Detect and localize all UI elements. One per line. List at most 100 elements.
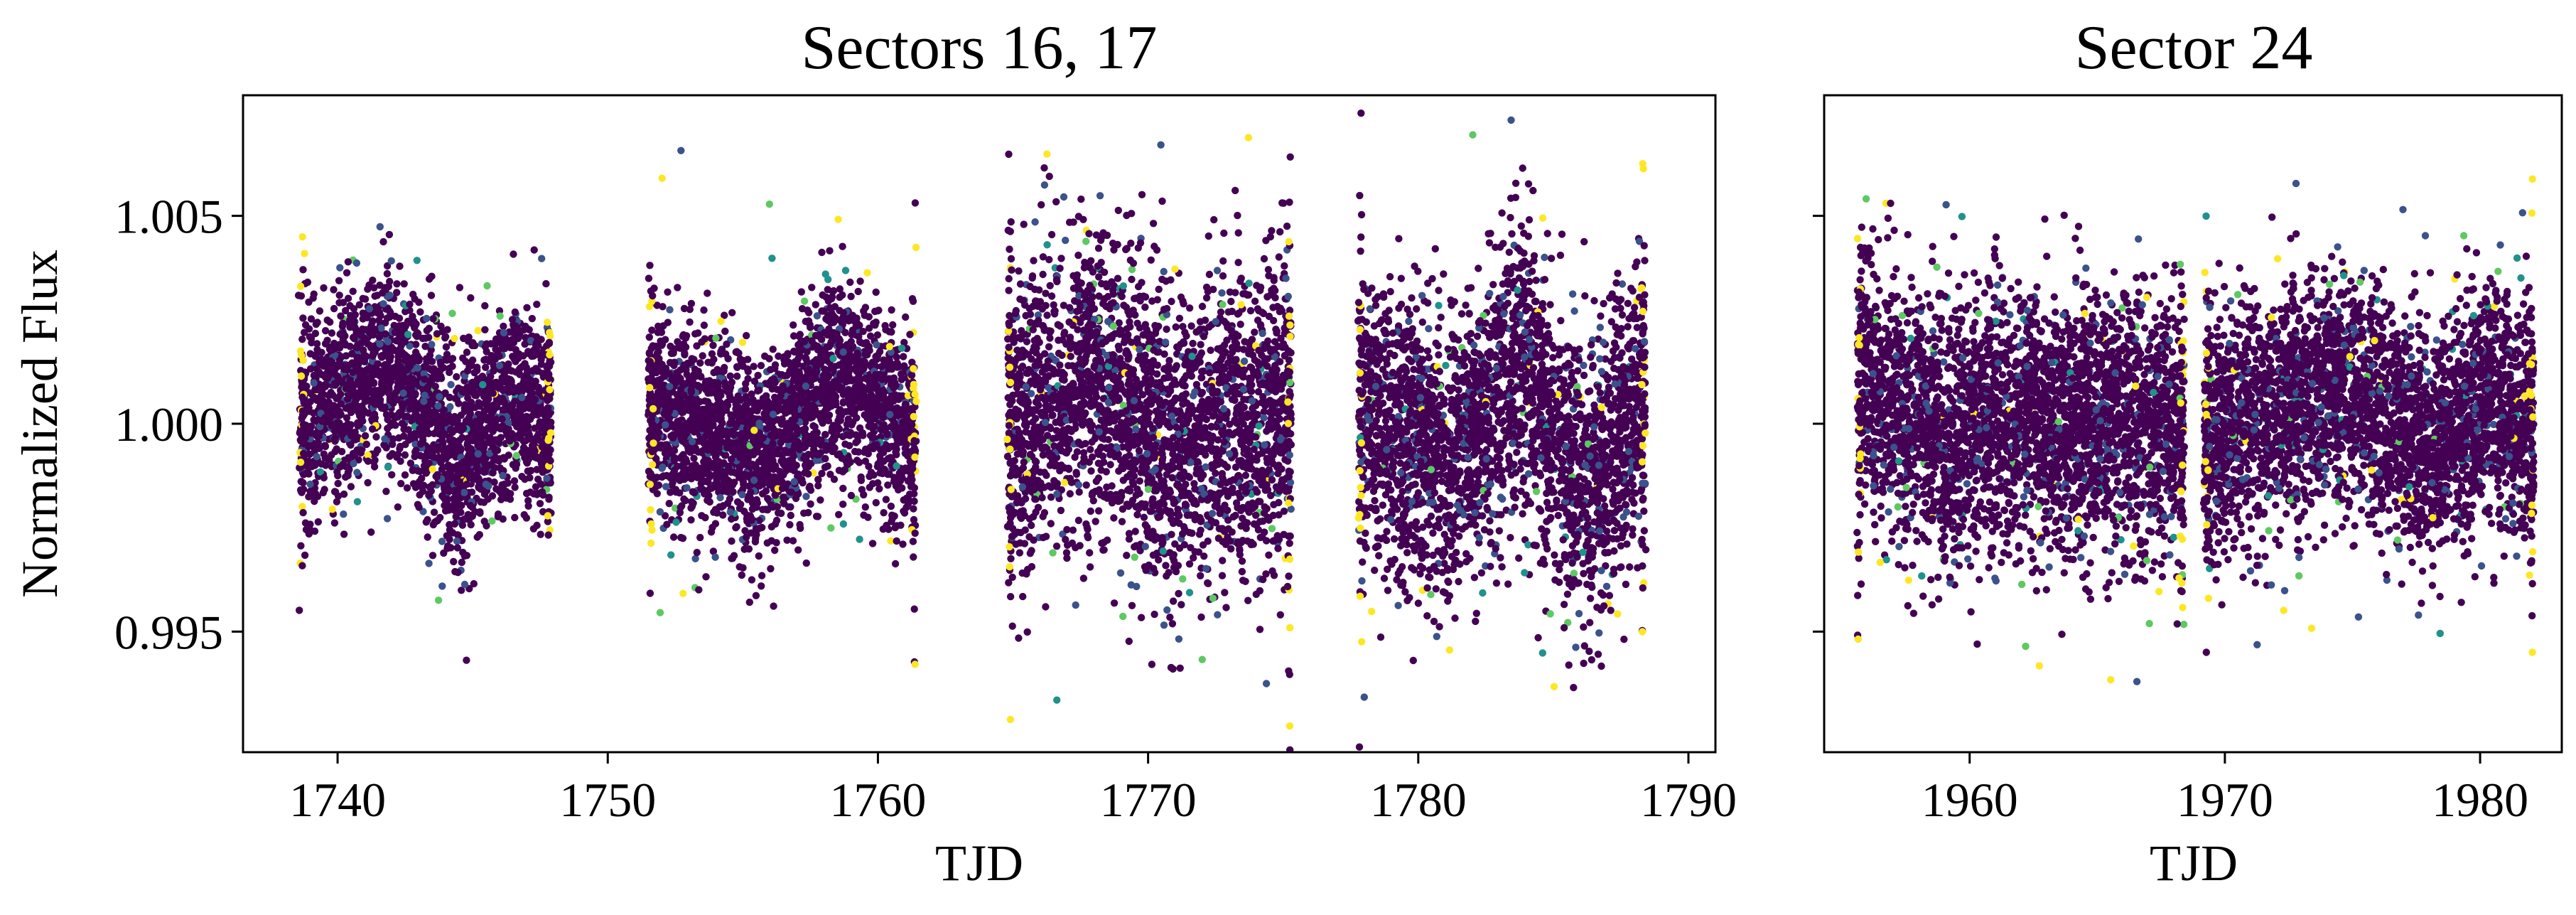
data-point (777, 405, 785, 414)
data-point (664, 319, 672, 326)
data-point (861, 503, 870, 511)
data-point (841, 456, 850, 464)
data-point (748, 390, 755, 398)
data-point (826, 247, 834, 255)
data-point (471, 403, 479, 412)
data-point (359, 294, 367, 303)
data-point (344, 294, 352, 302)
data-point (311, 461, 319, 469)
data-point (544, 417, 551, 426)
data-point (529, 525, 538, 533)
data-point (420, 363, 428, 371)
data-point (723, 444, 731, 451)
plot-area-left (242, 94, 1717, 754)
data-point (425, 333, 433, 341)
data-point (682, 361, 691, 369)
data-point (687, 299, 696, 308)
data-point (313, 372, 320, 380)
data-point (753, 407, 761, 414)
data-point (847, 292, 855, 301)
data-point (490, 367, 497, 375)
data-point (346, 301, 354, 310)
data-point (307, 335, 316, 343)
data-point (545, 340, 554, 348)
data-point (433, 516, 442, 525)
data-point (400, 400, 408, 408)
data-point (373, 446, 382, 454)
data-point (716, 399, 725, 407)
data-point (468, 356, 477, 364)
data-point (522, 514, 531, 522)
data-point (480, 407, 488, 415)
data-point (839, 348, 847, 356)
data-point (544, 437, 552, 444)
data-point (509, 328, 517, 336)
data-point (824, 275, 832, 284)
data-point (875, 306, 883, 314)
data-point (375, 316, 383, 324)
data-point (510, 477, 519, 485)
data-point (678, 452, 686, 461)
data-point (341, 306, 350, 315)
data-point (511, 483, 519, 491)
data-point (771, 546, 779, 555)
data-point (355, 354, 363, 362)
data-point (476, 388, 484, 397)
data-point (753, 503, 760, 511)
data-point (330, 380, 338, 387)
data-point (401, 338, 409, 346)
data-point (311, 394, 319, 402)
data-point (743, 331, 750, 340)
data-point (400, 425, 408, 433)
data-point (780, 493, 787, 501)
data-point (387, 257, 395, 265)
data-point (436, 392, 443, 401)
data-point (786, 520, 794, 529)
data-point (349, 368, 357, 376)
data-point (824, 462, 831, 470)
data-point (333, 419, 341, 427)
data-point (893, 353, 901, 361)
data-point (655, 358, 664, 366)
data-point (787, 488, 795, 496)
data-point (755, 458, 763, 466)
data-point (320, 473, 328, 482)
data-point (354, 341, 362, 349)
data-point (383, 269, 392, 278)
data-point (726, 383, 735, 391)
data-point (808, 337, 816, 345)
data-point (383, 262, 392, 270)
data-point (404, 365, 411, 373)
data-point (893, 393, 900, 401)
data-point (381, 435, 389, 443)
data-point (769, 424, 777, 432)
data-point (764, 418, 772, 426)
data-point (301, 321, 310, 329)
data-point (852, 376, 860, 385)
data-point (728, 537, 735, 545)
data-point (391, 328, 399, 336)
data-point (344, 258, 352, 266)
data-point (733, 523, 740, 531)
data-point (750, 476, 758, 484)
data-point (537, 360, 546, 368)
data-point (743, 518, 751, 525)
data-point (353, 361, 362, 369)
data-point (769, 439, 777, 447)
data-point (460, 552, 468, 560)
data-point (761, 475, 770, 483)
data-point (413, 257, 421, 264)
data-point (472, 417, 480, 425)
data-point (396, 262, 404, 270)
data-point (873, 463, 882, 471)
data-point (865, 422, 873, 430)
data-point (334, 471, 342, 480)
data-point (508, 316, 517, 323)
data-point (458, 558, 465, 567)
data-point (761, 352, 769, 360)
data-point (444, 472, 452, 480)
data-point (445, 412, 453, 419)
data-point (372, 306, 380, 314)
data-point (702, 573, 710, 581)
